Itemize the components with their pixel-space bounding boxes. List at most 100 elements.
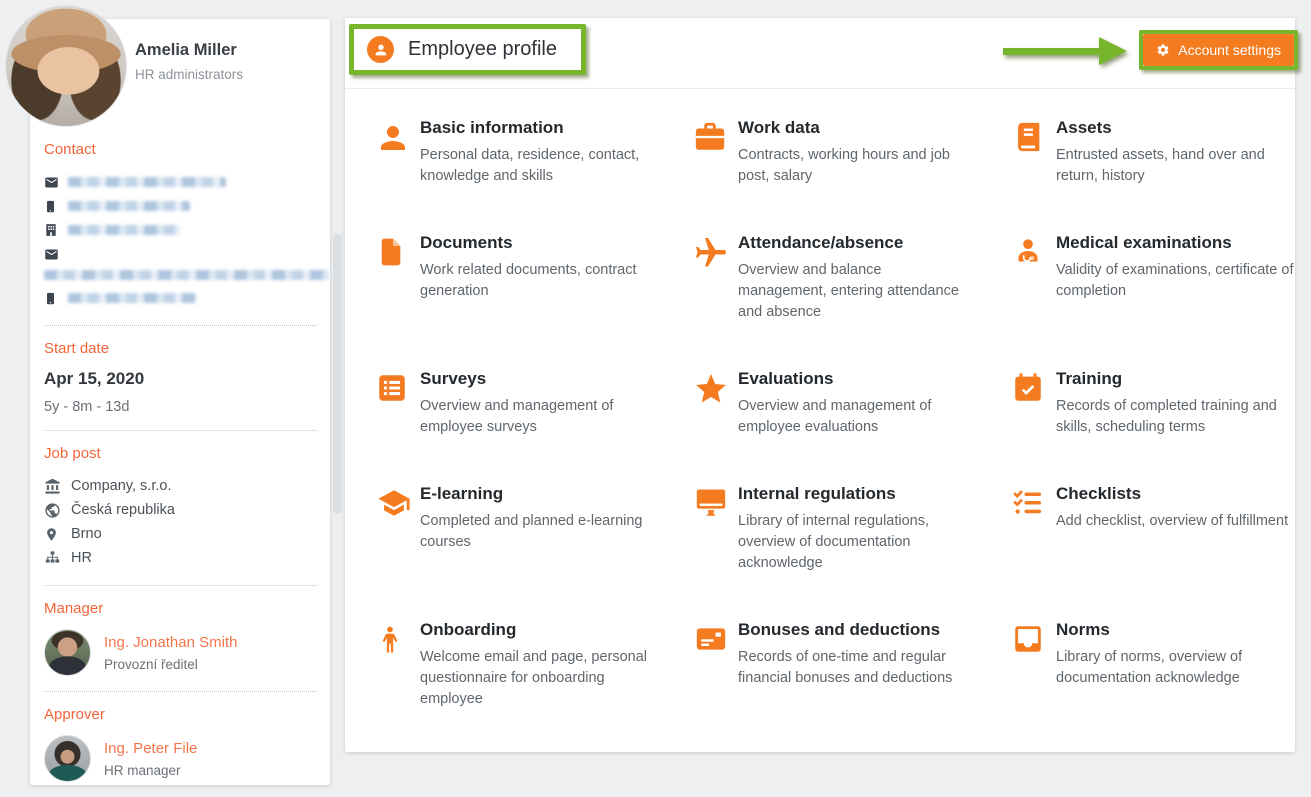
approver-row: Ing. Peter File HR manager — [44, 735, 317, 782]
green-arrow-annotation — [1003, 37, 1127, 65]
tile-documents[interactable]: Documents Work related documents, contra… — [375, 233, 693, 323]
tile-assets[interactable]: Assets Entrusted assets, hand over and r… — [1011, 118, 1311, 187]
tile-description: Overview and balance management, enterin… — [738, 262, 959, 320]
briefcase-icon — [693, 120, 729, 156]
approver-avatar[interactable] — [44, 735, 91, 782]
tile-description: Records of completed training and skills… — [1056, 398, 1277, 435]
redacted-office-phone[interactable] — [68, 225, 180, 235]
tile-internal-regulations[interactable]: Internal regulations Library of internal… — [693, 484, 1011, 574]
tile-title: Medical examinations — [1056, 233, 1232, 252]
redacted-phone2-link[interactable] — [68, 293, 196, 303]
redacted-phone-link[interactable] — [68, 201, 190, 211]
tile-attendance-absence[interactable]: Attendance/absence Overview and balance … — [693, 233, 1011, 323]
country-name: Česká republika — [71, 502, 175, 518]
tile-description: Personal data, residence, contact, knowl… — [420, 147, 640, 184]
tile-title: Evaluations — [738, 369, 834, 388]
book-icon — [1011, 120, 1047, 156]
tile-description: Work related documents, contract generat… — [420, 262, 637, 299]
sidebar-scrollbar[interactable] — [333, 19, 342, 785]
contact-office-row — [44, 218, 317, 242]
tile-title: Documents — [420, 233, 513, 252]
tile-medical-examinations[interactable]: Medical examinations Validity of examina… — [1011, 233, 1311, 323]
person-icon — [375, 120, 411, 156]
sidebar-scrollbar-thumb[interactable] — [333, 234, 342, 514]
envelope-icon — [44, 247, 59, 262]
company-name: Company, s.r.o. — [71, 478, 172, 494]
mobile-phone-icon — [44, 291, 59, 306]
office-building-icon — [44, 223, 59, 238]
contact-mobile2-row — [44, 286, 317, 310]
job-post-section: Job post Company, s.r.o. Česká republika… — [44, 431, 317, 586]
tile-title: Onboarding — [420, 620, 517, 639]
tile-evaluations[interactable]: Evaluations Overview and management of e… — [693, 369, 1011, 438]
tile-training[interactable]: Training Records of completed training a… — [1011, 369, 1311, 438]
tile-title: Norms — [1056, 620, 1110, 639]
document-icon — [375, 235, 411, 271]
job-post-heading: Job post — [44, 445, 101, 462]
manager-title: Provozní ředitel — [104, 656, 198, 672]
mobile-phone-icon — [44, 199, 59, 214]
page-title: Employee profile — [408, 38, 557, 60]
approver-heading: Approver — [44, 706, 105, 723]
contact-heading: Contact — [44, 141, 96, 158]
checklist-icon — [1011, 486, 1047, 522]
tile-description: Completed and planned e-learning courses — [420, 513, 643, 550]
star-icon — [693, 371, 729, 407]
module-tile-grid: Basic information Personal data, residen… — [345, 89, 1295, 710]
account-settings-button[interactable]: Account settings — [1143, 34, 1294, 66]
tile-surveys[interactable]: Surveys Overview and management of emplo… — [375, 369, 693, 438]
tile-e-learning[interactable]: E-learning Completed and planned e-learn… — [375, 484, 693, 574]
start-date-value: Apr 15, 2020 — [44, 369, 145, 388]
tile-title: Internal regulations — [738, 484, 896, 503]
doctor-icon — [1011, 235, 1047, 271]
department-name: HR — [71, 550, 92, 566]
contact-email-row — [44, 170, 317, 194]
employee-role: HR administrators — [135, 67, 244, 82]
tile-title: Basic information — [420, 118, 564, 137]
contact-section: Contact — [44, 139, 329, 326]
calendar-check-icon — [1011, 371, 1047, 407]
city-row: Brno — [44, 522, 317, 546]
tile-bonuses-deductions[interactable]: Bonuses and deductions Records of one-ti… — [693, 620, 1011, 710]
approver-section: Approver Ing. Peter File HR manager — [44, 692, 317, 797]
globe-icon — [44, 502, 61, 519]
tile-description: Add checklist, overview of fulfillment — [1056, 513, 1289, 529]
tile-work-data[interactable]: Work data Contracts, working hours and j… — [693, 118, 1011, 187]
start-date-section: Start date Apr 15, 2020 5y - 8m - 13d — [44, 326, 317, 431]
survey-list-icon — [375, 371, 411, 407]
arrow-head — [1099, 37, 1127, 65]
tile-title: Checklists — [1056, 484, 1142, 503]
tile-title: Bonuses and deductions — [738, 620, 941, 639]
employment-duration: 5y - 8m - 13d — [44, 399, 130, 415]
tile-description: Validity of examinations, certificate of… — [1056, 262, 1294, 299]
bank-card-icon — [693, 622, 729, 658]
main-header: Employee profile Account settings — [345, 18, 1298, 89]
country-row: Česká republika — [44, 498, 317, 522]
tile-description: Welcome email and page, personal questio… — [420, 649, 648, 707]
tile-norms[interactable]: Norms Library of norms, overview of docu… — [1011, 620, 1311, 710]
title-highlight-box: Employee profile — [349, 24, 586, 75]
envelope-icon — [44, 175, 59, 190]
manager-avatar[interactable] — [44, 629, 91, 676]
inbox-tray-icon — [1011, 622, 1047, 658]
contact-mobile-row — [44, 194, 317, 218]
company-row: Company, s.r.o. — [44, 474, 317, 498]
airplane-icon — [693, 235, 729, 271]
manager-name-link[interactable]: Ing. Jonathan Smith — [104, 633, 238, 651]
tile-description: Library of internal regulations, overvie… — [738, 513, 930, 571]
manager-heading: Manager — [44, 600, 104, 617]
org-chart-icon — [44, 550, 61, 567]
tile-title: Attendance/absence — [738, 233, 904, 252]
tile-description: Overview and management of employee eval… — [738, 398, 932, 435]
tile-title: Assets — [1056, 118, 1112, 137]
approver-name-link[interactable]: Ing. Peter File — [104, 739, 198, 757]
tile-description: Records of one-time and regular financia… — [738, 649, 953, 686]
redacted-long-email-link[interactable] — [44, 270, 329, 280]
tile-checklists[interactable]: Checklists Add checklist, overview of fu… — [1011, 484, 1311, 574]
employee-sidebar-card: Amelia Miller HR administrators Contact — [5, 5, 330, 785]
redacted-email-link[interactable] — [68, 177, 226, 187]
tile-onboarding[interactable]: Onboarding Welcome email and page, perso… — [375, 620, 693, 710]
monitor-icon — [693, 486, 729, 522]
tile-description: Entrusted assets, hand over and return, … — [1056, 147, 1265, 184]
tile-basic-information[interactable]: Basic information Personal data, residen… — [375, 118, 693, 187]
